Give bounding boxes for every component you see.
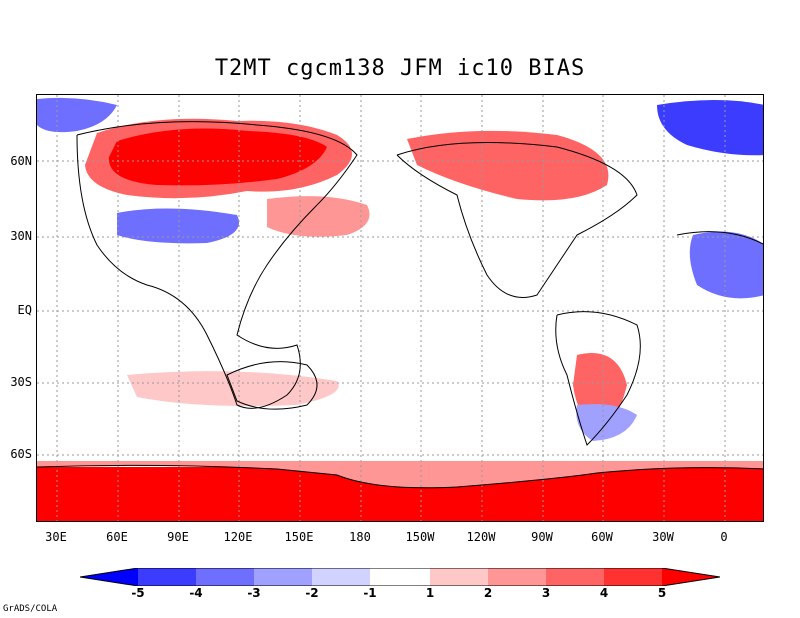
colorbar-segment xyxy=(138,568,196,586)
lon-label-150e: 150E xyxy=(284,530,314,544)
colorbar-label-1: 1 xyxy=(425,586,435,600)
colorbar-segment xyxy=(370,568,430,586)
colorbar-segment-below-minus5 xyxy=(80,568,138,586)
north-africa-cold-bias xyxy=(689,231,763,299)
colorbar-label-minus2: -2 xyxy=(305,586,319,600)
colorbar-segment xyxy=(312,568,370,586)
lon-label-120w: 120W xyxy=(466,530,496,544)
colorbar-segment xyxy=(430,568,488,586)
colorbar-label-4: 4 xyxy=(599,586,609,600)
southern-indian-ocean-warm-bias xyxy=(127,371,339,406)
lat-label-30s: 30S xyxy=(10,375,32,389)
lat-label-60s: 60S xyxy=(10,447,32,461)
colorbar-label-5: 5 xyxy=(657,586,667,600)
siberia-warm-bias-core xyxy=(108,128,327,186)
north-america-warm-bias xyxy=(407,130,609,201)
central-asia-cold-bias xyxy=(117,208,239,244)
bias-map xyxy=(37,95,763,521)
colorbar-label-2: 2 xyxy=(483,586,493,600)
colorbar-label-minus3: -3 xyxy=(247,586,261,600)
lon-label-180: 180 xyxy=(349,530,371,544)
map-panel xyxy=(36,94,764,522)
colorbar-segment xyxy=(488,568,546,586)
lon-label-30e: 30E xyxy=(45,530,67,544)
north-pacific-warm-bias xyxy=(267,196,370,237)
colorbar-segment xyxy=(546,568,604,586)
map-title: T2MT cgcm138 JFM ic10 BIAS xyxy=(214,56,586,81)
southern-ocean-warm-bias xyxy=(37,461,763,488)
coastlines xyxy=(37,121,763,489)
graticule xyxy=(37,95,763,521)
lon-label-0: 0 xyxy=(720,530,728,544)
colorbar-label-minus5: -5 xyxy=(131,586,145,600)
colorbar-segment xyxy=(254,568,312,586)
colorbar-label-minus4: -4 xyxy=(189,586,203,600)
colorbar-segment-above-5 xyxy=(662,568,720,586)
colorbar-segment xyxy=(604,568,662,586)
lon-label-60w: 60W xyxy=(591,530,613,544)
colorbar xyxy=(80,568,720,586)
lon-label-150w: 150W xyxy=(405,530,435,544)
colorbar-segment xyxy=(196,568,254,586)
colorbar-label-minus1: -1 xyxy=(363,586,377,600)
lon-label-90w: 90W xyxy=(531,530,553,544)
lat-label-30n: 30N xyxy=(10,229,32,243)
lon-label-120e: 120E xyxy=(223,530,253,544)
credit-text: GrADS/COLA xyxy=(3,604,58,614)
arctic-cold-bias-west xyxy=(37,97,117,133)
lat-label-60n: 60N xyxy=(10,154,32,168)
lat-label-eq: EQ xyxy=(17,303,32,317)
lon-label-30w: 30W xyxy=(652,530,674,544)
greenland-cold-bias xyxy=(657,100,763,156)
colorbar-label-3: 3 xyxy=(541,586,551,600)
lon-label-60e: 60E xyxy=(106,530,128,544)
lon-label-90e: 90E xyxy=(167,530,189,544)
